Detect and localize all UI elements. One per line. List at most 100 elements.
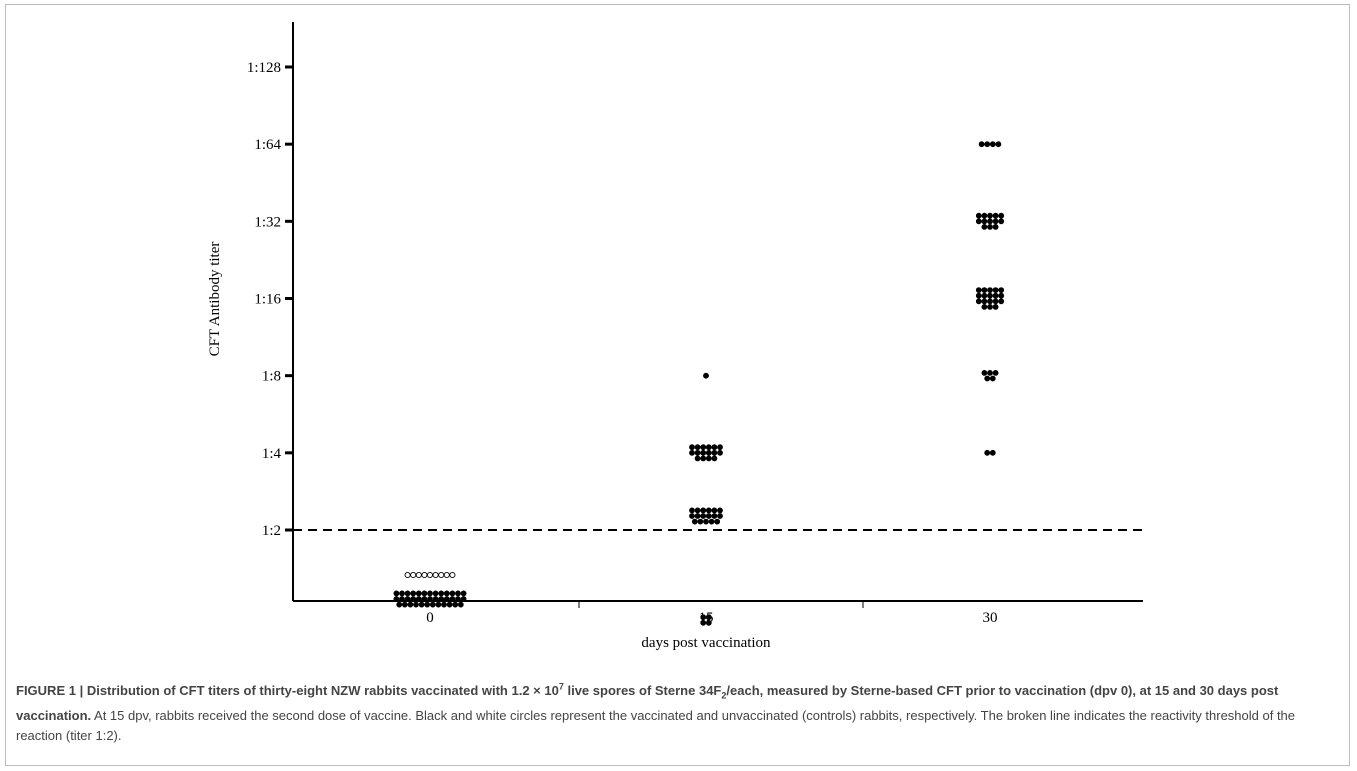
vaccinated-point — [452, 601, 459, 608]
vaccinated-point — [975, 292, 982, 299]
vaccinated-point — [399, 596, 405, 602]
vaccinated-point — [427, 590, 433, 597]
x-ticks: 0 15 30 — [426, 601, 998, 626]
vaccinated-point — [992, 287, 999, 293]
vaccinated-point — [984, 375, 991, 382]
figure-frame — [5, 4, 1350, 766]
vaccinated-point — [432, 590, 439, 597]
vaccinated-point — [700, 614, 707, 621]
vaccinated-point — [992, 303, 999, 310]
vaccinated-point — [446, 601, 453, 608]
vaccinated-point — [987, 218, 993, 225]
vaccinated-point — [443, 590, 450, 597]
control-point — [421, 571, 428, 579]
control-point — [438, 571, 445, 579]
vaccinated-point — [717, 449, 723, 456]
vaccinated-point — [992, 369, 999, 376]
vaccinated-point — [717, 507, 723, 514]
vaccinated-point — [429, 601, 436, 608]
vaccinated-point — [975, 298, 982, 305]
vaccinated-point — [438, 596, 445, 602]
control-point — [432, 571, 439, 579]
vaccinated-point — [984, 449, 991, 456]
vaccinated-point — [449, 596, 456, 602]
vaccinated-point — [703, 518, 709, 525]
vaccinated-point — [700, 619, 707, 626]
control-point — [410, 571, 417, 579]
vaccinated-point — [689, 513, 695, 519]
vaccinated-point — [981, 303, 988, 310]
y-axis-label: CFT Antibody titer — [207, 242, 223, 357]
vaccinated-point — [981, 212, 988, 219]
vaccinated-point — [992, 218, 999, 225]
vaccinated-point — [401, 601, 408, 608]
vaccinated-point — [989, 449, 996, 456]
vaccinated-point — [998, 287, 1005, 293]
vaccinated-point — [711, 507, 718, 514]
vaccinated-point — [460, 596, 467, 602]
vaccinated-point — [404, 590, 411, 597]
vaccinated-point — [700, 444, 707, 451]
vaccinated-point — [432, 596, 439, 602]
vaccinated-point — [987, 303, 993, 310]
control-point — [443, 571, 450, 579]
vaccinated-point — [992, 212, 999, 219]
vaccinated-point — [694, 444, 701, 451]
y-tick-label: 1:128 — [247, 60, 281, 76]
vaccinated-point — [998, 292, 1005, 299]
vaccinated-point — [435, 601, 442, 608]
vaccinated-point — [987, 212, 993, 219]
chart-canvas: 1:2 1:4 1:8 1:16 1:32 1:64 1:128 0 15 30 CFT Ant… — [207, 22, 1143, 651]
vaccinated-point — [694, 455, 701, 462]
vaccinated-point — [438, 590, 445, 597]
vaccinated-point — [689, 444, 695, 451]
vaccinated-point — [418, 601, 425, 608]
control-point — [415, 571, 422, 579]
vaccinated-point — [987, 223, 993, 230]
vaccinated-point — [992, 298, 999, 305]
vaccinated-point — [413, 601, 419, 608]
vaccinated-point — [987, 292, 993, 299]
vaccinated-point — [705, 449, 712, 456]
vaccinated-point — [705, 444, 712, 451]
vaccinated-point — [700, 455, 707, 462]
vaccinated-point — [711, 444, 718, 451]
data-points — [393, 141, 1005, 626]
y-tick-label: 1:32 — [254, 214, 281, 230]
control-point — [426, 571, 434, 579]
y-tick-label: 1:64 — [254, 137, 281, 153]
vaccinated-point — [421, 596, 428, 602]
vaccinated-point — [415, 596, 422, 602]
vaccinated-point — [700, 507, 707, 514]
vaccinated-point — [396, 601, 403, 608]
vaccinated-point — [457, 601, 464, 608]
vaccinated-point — [998, 212, 1005, 219]
vaccinated-point — [703, 372, 709, 379]
vaccinated-point — [717, 513, 723, 519]
vaccinated-point — [410, 590, 417, 597]
y-ticks: 1:2 1:4 1:8 1:16 1:32 1:64 1:128 — [247, 60, 293, 539]
vaccinated-point — [455, 590, 461, 597]
vaccinated-point — [705, 455, 712, 462]
vaccinated-point — [705, 513, 712, 519]
vaccinated-point — [714, 518, 721, 525]
vaccinated-point — [998, 218, 1005, 225]
vaccinated-point — [981, 287, 988, 293]
figure-caption: FIGURE 1 | Distribution of CFT titers of… — [16, 678, 1344, 745]
vaccinated-point — [689, 449, 695, 456]
vaccinated-point — [691, 518, 698, 525]
vaccinated-point — [694, 507, 701, 514]
vaccinated-point — [978, 141, 985, 148]
x-tick-label: 30 — [983, 610, 998, 626]
vaccinated-point — [705, 619, 712, 626]
control-point — [404, 571, 411, 579]
y-tick-label: 1:4 — [262, 446, 282, 462]
vaccinated-point — [393, 596, 400, 602]
vaccinated-point — [995, 141, 1002, 148]
vaccinated-point — [700, 449, 707, 456]
vaccinated-point — [998, 298, 1005, 305]
vaccinated-point — [711, 449, 718, 456]
caption-body: At 15 dpv, rabbits received the second d… — [16, 708, 1296, 743]
x-axis-label: days post vaccination — [641, 635, 771, 651]
vaccinated-point — [992, 292, 999, 299]
